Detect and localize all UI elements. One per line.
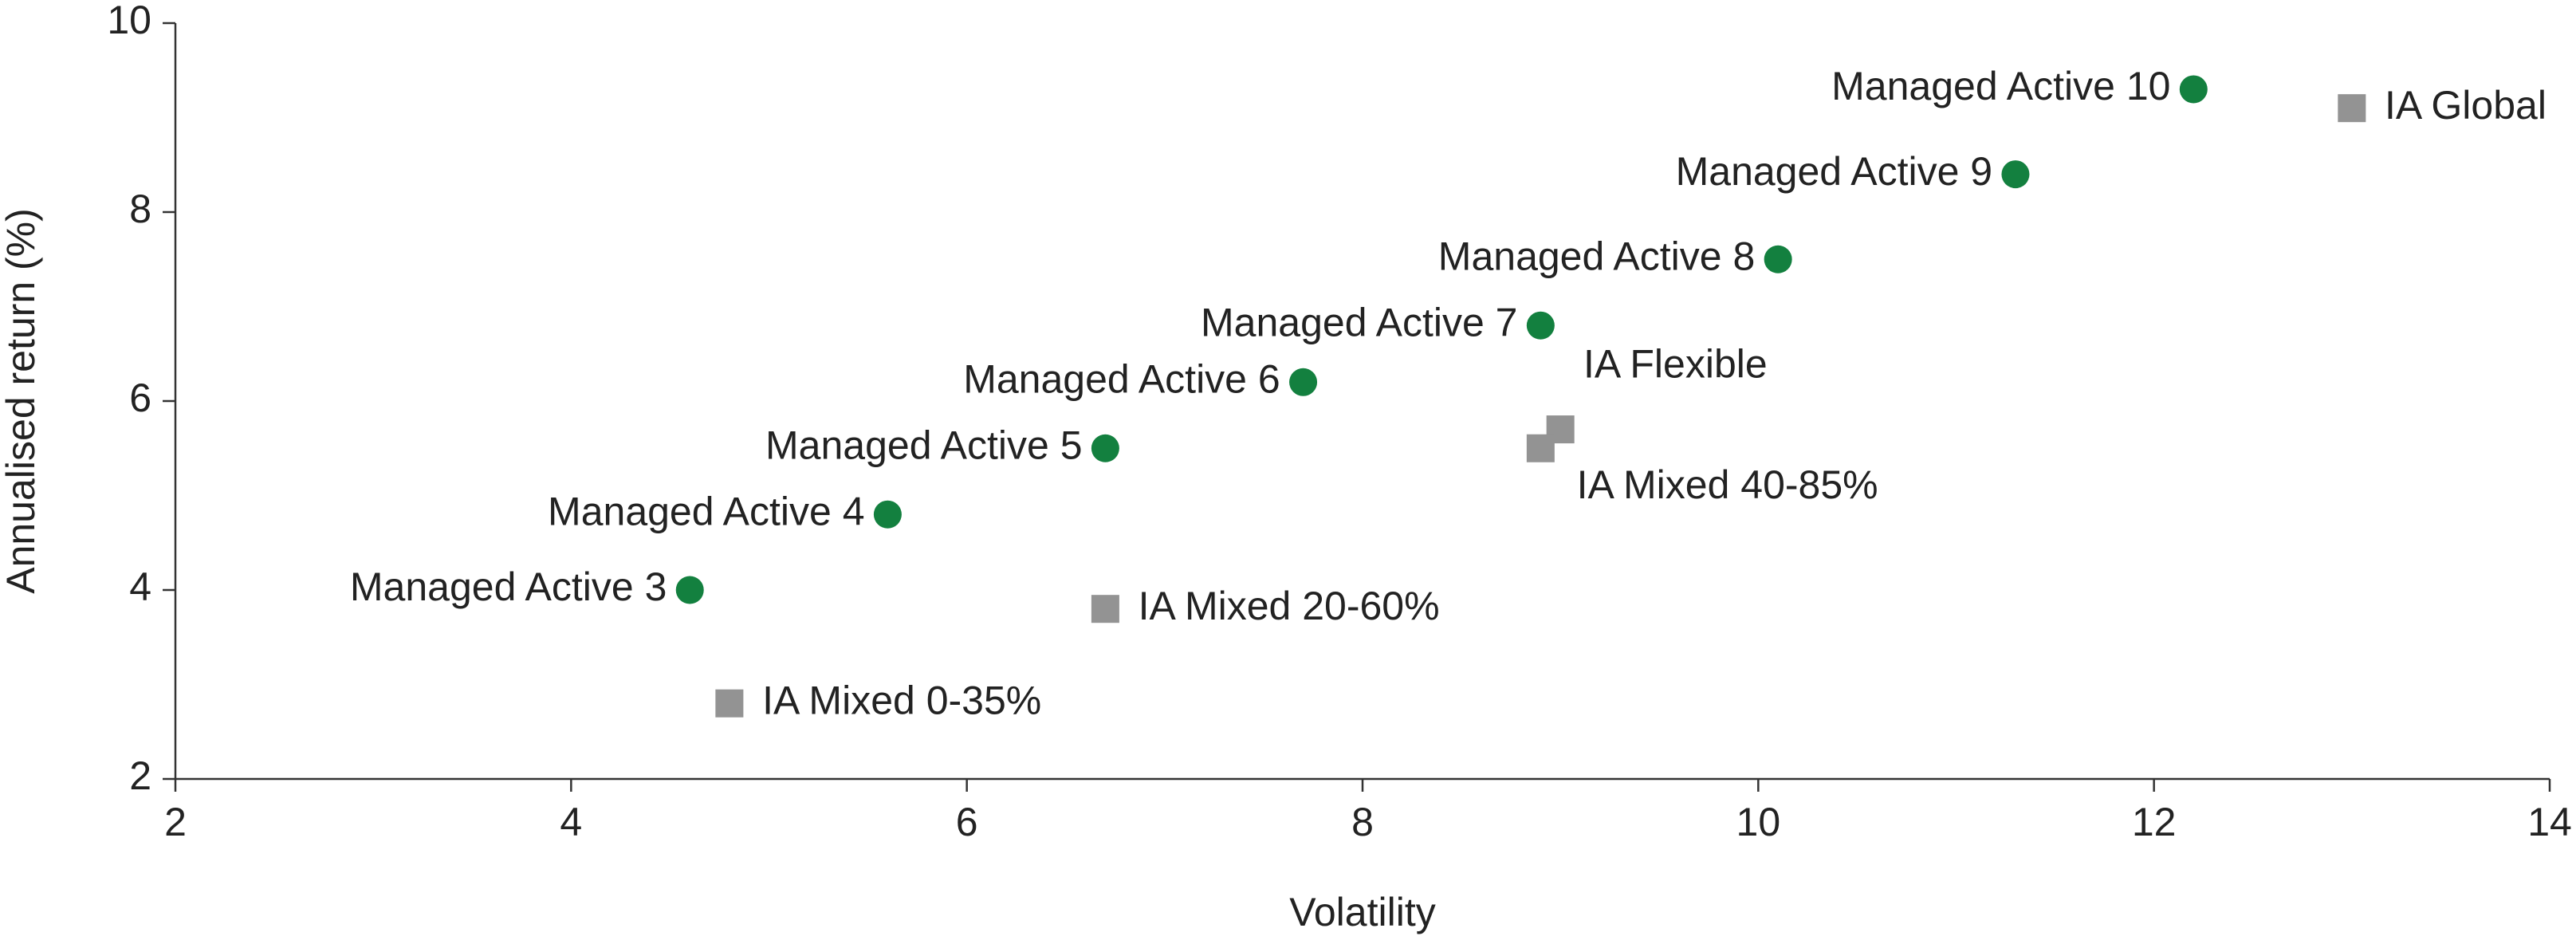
point bbox=[1289, 368, 1318, 396]
y-tick-label: 10 bbox=[107, 0, 151, 42]
x-tick-label: 10 bbox=[1736, 800, 1781, 844]
point-label: Managed Active 9 bbox=[1676, 149, 1993, 194]
point bbox=[2338, 94, 2366, 123]
point-label: Managed Active 8 bbox=[1438, 234, 1756, 278]
point bbox=[1091, 595, 1119, 623]
y-tick-label: 6 bbox=[129, 376, 151, 420]
point-label: Managed Active 7 bbox=[1201, 300, 1518, 344]
point bbox=[2179, 75, 2208, 104]
point bbox=[715, 689, 744, 718]
point-label: Managed Active 10 bbox=[1831, 64, 2170, 108]
point bbox=[873, 500, 902, 529]
point bbox=[1526, 434, 1555, 462]
point bbox=[1091, 434, 1119, 462]
x-axis-label: Volatility bbox=[1289, 890, 1435, 934]
point-label: IA Global bbox=[2385, 83, 2547, 128]
point-label: IA Flexible bbox=[1583, 341, 1768, 386]
x-tick-label: 8 bbox=[1351, 800, 1374, 844]
x-tick-label: 2 bbox=[164, 800, 187, 844]
y-tick-label: 4 bbox=[129, 564, 151, 609]
x-tick-label: 14 bbox=[2527, 800, 2572, 844]
y-tick-label: 2 bbox=[129, 753, 151, 798]
point-label: IA Mixed 40-85% bbox=[1577, 462, 1878, 507]
point-label: Managed Active 4 bbox=[548, 489, 865, 533]
x-tick-label: 4 bbox=[560, 800, 582, 844]
x-tick-label: 12 bbox=[2132, 800, 2177, 844]
point bbox=[2001, 160, 2030, 189]
point-label: Managed Active 3 bbox=[350, 564, 667, 609]
point bbox=[675, 576, 704, 604]
point-label: Managed Active 6 bbox=[963, 357, 1280, 402]
point-label: IA Mixed 20-60% bbox=[1139, 584, 1440, 628]
point-label: Managed Active 5 bbox=[765, 423, 1083, 467]
point bbox=[1764, 245, 1792, 273]
y-tick-label: 8 bbox=[129, 187, 151, 231]
point bbox=[1526, 311, 1555, 340]
point-label: IA Mixed 0-35% bbox=[762, 678, 1041, 722]
y-axis-label: Annualised return (%) bbox=[0, 208, 43, 594]
x-tick-label: 6 bbox=[956, 800, 978, 844]
